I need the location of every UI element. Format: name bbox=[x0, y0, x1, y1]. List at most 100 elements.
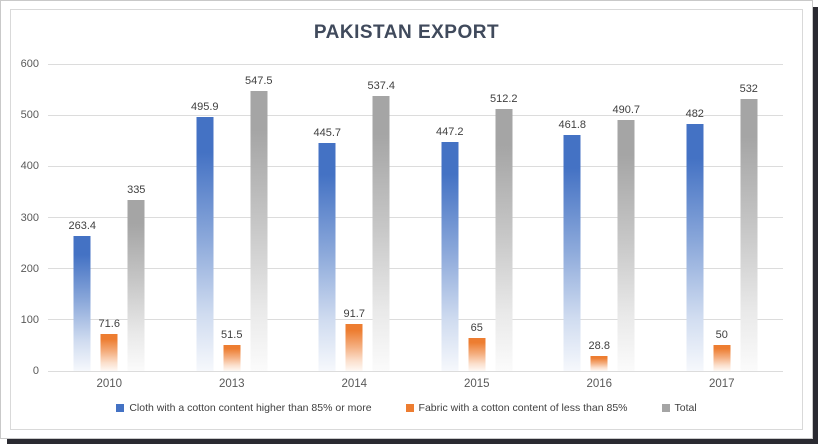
data-label: 461.8 bbox=[558, 118, 587, 131]
y-axis-label: 200 bbox=[20, 262, 39, 275]
bar-wrapper: 445.7 bbox=[313, 127, 341, 371]
bar-wrapper: 28.8 bbox=[589, 340, 610, 371]
plot-area: 263.4 71.6 335 495.9 51.5 547.5 445.7 91.7 537.4… bbox=[48, 63, 784, 372]
y-axis-label: 400 bbox=[20, 160, 39, 173]
bar bbox=[617, 119, 635, 371]
data-label: 28.8 bbox=[588, 340, 610, 353]
legend-item: Fabric with a cotton content of less tha… bbox=[405, 402, 628, 414]
bar-set: 495.9 51.5 547.5 bbox=[191, 75, 273, 371]
data-label: 490.7 bbox=[612, 103, 641, 116]
bar-wrapper: 495.9 bbox=[191, 101, 219, 371]
bar bbox=[100, 334, 118, 371]
bar bbox=[345, 324, 363, 371]
bar-wrapper: 65 bbox=[468, 322, 486, 371]
bar-wrapper: 71.6 bbox=[99, 318, 120, 371]
chart-title: PAKISTAN EXPORT bbox=[313, 22, 500, 43]
bar bbox=[563, 134, 581, 371]
bar-group: 461.8 28.8 490.7 bbox=[538, 64, 661, 371]
data-label: 537.4 bbox=[367, 80, 396, 93]
y-axis-label: 100 bbox=[20, 313, 39, 326]
data-label: 445.7 bbox=[313, 126, 342, 139]
bar-wrapper: 532 bbox=[740, 83, 758, 371]
x-axis: 2010 2013 2014 2015 2016 2017 bbox=[48, 378, 783, 390]
bar-set: 461.8 28.8 490.7 bbox=[558, 104, 640, 371]
gridline bbox=[48, 268, 783, 270]
bar-wrapper: 547.5 bbox=[245, 75, 273, 371]
data-label: 71.6 bbox=[98, 318, 120, 331]
legend-item: Cloth with a cotton content higher than … bbox=[116, 402, 372, 414]
bar-group: 447.2 65 512.2 bbox=[416, 64, 539, 371]
bar bbox=[250, 90, 268, 371]
bar-wrapper: 50 bbox=[713, 329, 731, 371]
bar-group: 495.9 51.5 547.5 bbox=[171, 64, 294, 371]
x-axis-label: 2017 bbox=[708, 378, 735, 390]
bar-set: 263.4 71.6 335 bbox=[68, 184, 145, 371]
bar-group: 482 50 532 bbox=[661, 64, 784, 371]
bar bbox=[441, 142, 459, 371]
bar-wrapper: 91.7 bbox=[344, 308, 365, 371]
bar-set: 445.7 91.7 537.4 bbox=[313, 80, 395, 371]
bar-group: 445.7 91.7 537.4 bbox=[293, 64, 416, 371]
gridline bbox=[48, 114, 783, 116]
data-label: 50 bbox=[715, 329, 728, 342]
bar bbox=[73, 236, 91, 371]
x-axis-label: 2010 bbox=[96, 378, 123, 390]
data-label: 547.5 bbox=[244, 74, 273, 87]
gridline bbox=[48, 63, 783, 65]
legend-label: Total bbox=[674, 402, 697, 414]
bar-wrapper: 512.2 bbox=[490, 93, 518, 371]
bar-wrapper: 482 bbox=[686, 108, 704, 371]
bar bbox=[372, 96, 390, 371]
x-axis-label: 2014 bbox=[341, 378, 368, 390]
chart-frame: PAKISTAN EXPORT 263.4 71.6 335 495.9 51.5 547… bbox=[0, 0, 813, 439]
legend: Cloth with a cotton content higher than … bbox=[11, 402, 802, 414]
bar-set: 482 50 532 bbox=[686, 83, 758, 371]
gridline bbox=[48, 217, 783, 218]
data-label: 263.4 bbox=[68, 220, 97, 233]
bar-wrapper: 537.4 bbox=[367, 80, 395, 371]
data-label: 532 bbox=[739, 82, 758, 95]
bar-wrapper: 490.7 bbox=[612, 104, 640, 371]
x-axis-label: 2015 bbox=[463, 378, 490, 390]
data-label: 335 bbox=[127, 183, 146, 196]
data-label: 447.2 bbox=[435, 126, 464, 139]
bar-group: 263.4 71.6 335 bbox=[48, 64, 171, 371]
legend-marker-icon bbox=[116, 404, 125, 412]
bar bbox=[686, 124, 704, 371]
gridline bbox=[48, 370, 783, 372]
bar-wrapper: 335 bbox=[127, 184, 145, 371]
chart-border: PAKISTAN EXPORT 263.4 71.6 335 495.9 51.5 547… bbox=[10, 9, 803, 430]
bar bbox=[468, 337, 486, 371]
data-label: 51.5 bbox=[221, 328, 243, 341]
legend-label: Cloth with a cotton content higher than … bbox=[129, 402, 372, 414]
bar bbox=[713, 345, 731, 371]
data-label: 495.9 bbox=[190, 101, 219, 114]
legend-item: Total bbox=[661, 402, 697, 414]
bar-wrapper: 461.8 bbox=[558, 119, 586, 371]
data-label: 482 bbox=[685, 108, 704, 121]
gridline bbox=[48, 165, 783, 167]
legend-marker-icon bbox=[661, 404, 670, 412]
data-label: 65 bbox=[470, 321, 483, 334]
bar bbox=[495, 108, 513, 371]
legend-label: Fabric with a cotton content of less tha… bbox=[418, 402, 628, 414]
y-axis-label: 500 bbox=[20, 109, 39, 122]
y-axis-label: 0 bbox=[32, 365, 39, 377]
y-axis-label: 300 bbox=[20, 211, 39, 224]
bar-wrapper: 447.2 bbox=[436, 126, 464, 371]
bar bbox=[318, 142, 336, 371]
bar bbox=[127, 199, 145, 371]
y-axis-label: 600 bbox=[20, 58, 39, 70]
legend-marker-icon bbox=[405, 404, 414, 412]
bar-set: 447.2 65 512.2 bbox=[436, 93, 518, 371]
data-label: 512.2 bbox=[489, 92, 518, 105]
x-axis-label: 2013 bbox=[218, 378, 245, 390]
bar bbox=[740, 98, 758, 371]
data-label: 91.7 bbox=[343, 308, 365, 321]
bar-wrapper: 51.5 bbox=[221, 329, 242, 371]
bar bbox=[223, 344, 241, 371]
bar bbox=[590, 356, 608, 371]
bar bbox=[196, 117, 214, 371]
x-axis-label: 2016 bbox=[586, 378, 613, 390]
bar-wrapper: 263.4 bbox=[68, 220, 96, 371]
